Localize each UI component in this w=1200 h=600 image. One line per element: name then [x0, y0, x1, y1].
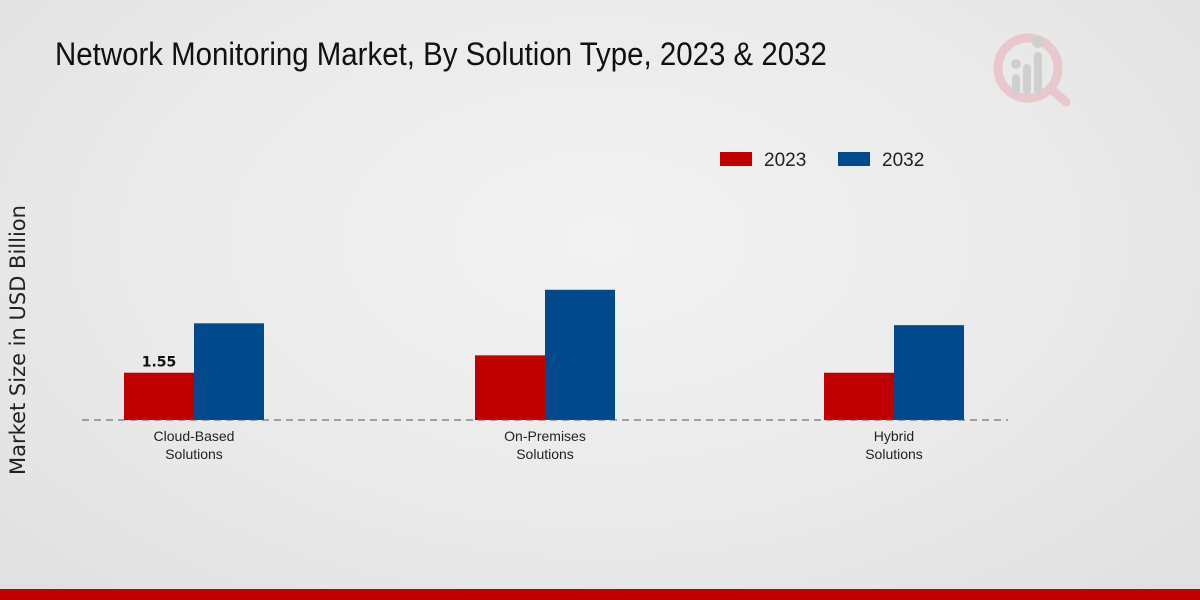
x-tick-label: Cloud-Based Solutions: [154, 428, 235, 462]
bar-2023-on-premises-solutions: [475, 355, 545, 420]
x-tick-label: On-Premises Solutions: [504, 428, 586, 462]
bar-2032-on-premises-solutions: [545, 289, 615, 420]
bar-2023-cloud-based-solutions: [124, 372, 194, 420]
legend-label-2023: 2023: [764, 150, 806, 171]
x-tick-label: Hybrid Solutions: [865, 428, 923, 462]
logo-icon: [990, 28, 1074, 112]
chart-title: Network Monitoring Market, By Solution T…: [55, 36, 827, 72]
bar-2023-hybrid-solutions: [824, 372, 894, 420]
bottom-accent-bar: [0, 589, 1200, 600]
legend-swatch-2023: [720, 152, 752, 166]
bar-2032-hybrid-solutions: [894, 325, 964, 420]
legend-swatch-2032: [838, 152, 870, 166]
data-label: 1.55: [142, 355, 177, 371]
legend-label-2032: 2032: [882, 150, 924, 171]
bar-2032-cloud-based-solutions: [194, 323, 264, 420]
